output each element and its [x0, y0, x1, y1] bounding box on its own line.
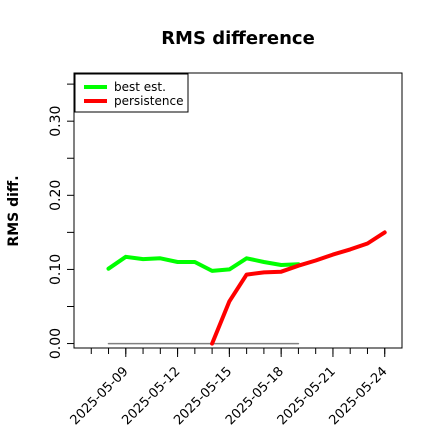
y-tick-label: 0.30	[48, 106, 64, 137]
y-tick-label: 0.10	[48, 254, 64, 285]
legend-box	[74, 73, 189, 113]
y-tick-label: 0.20	[48, 180, 64, 211]
series-layer	[106, 230, 387, 346]
legend: best est. persistence	[74, 73, 189, 113]
y-axis-label: RMS diff.	[6, 175, 22, 246]
plot-frame	[73, 72, 403, 349]
y-axis: 0.00 0.10 0.20 0.30	[48, 83, 74, 359]
legend-label-best-est: best est.	[114, 80, 166, 94]
series-line-best-est	[106, 254, 301, 273]
x-axis: 2025-05-092025-05-122025-05-152025-05-18…	[68, 348, 391, 428]
series-line-persistence	[210, 230, 387, 346]
legend-label-persistence: persistence	[114, 94, 183, 108]
chart-title: RMS difference	[161, 28, 315, 49]
y-tick-label: 0.00	[48, 328, 64, 359]
